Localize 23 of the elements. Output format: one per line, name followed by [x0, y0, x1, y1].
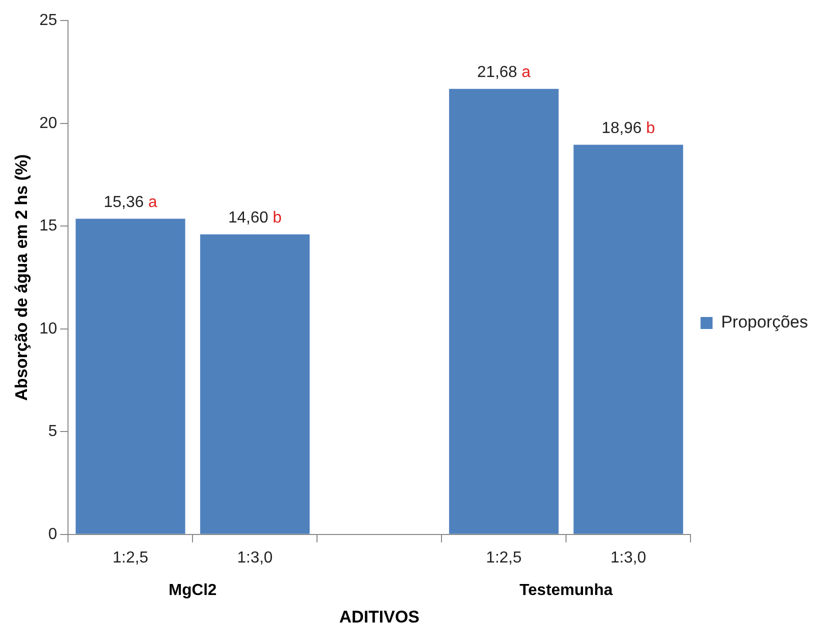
text: Testemunha [520, 582, 613, 599]
bar [76, 218, 186, 534]
bar [574, 144, 684, 534]
y-tick-label: 15 [39, 218, 58, 235]
data-label: 18,96 b [602, 120, 656, 138]
x-tick-label: 1:3,0 [237, 549, 273, 566]
x-tick-label: 1:3,0 [610, 549, 646, 566]
x-tick-label: 1:2,5 [112, 549, 148, 566]
data-label: 14,60 b [228, 210, 282, 227]
legend-label: Proporções [721, 312, 808, 332]
text: MgCl2 [168, 582, 217, 599]
x-tick-label: 1:2,5 [486, 549, 522, 566]
y-tick-label: 25 [39, 12, 58, 30]
y-tick-label: 20 [39, 114, 58, 132]
y-tick-label: 0 [48, 526, 58, 543]
bar [449, 88, 559, 534]
y-tick-label: 10 [39, 320, 58, 338]
y-axis-title: Absorção de água em 2 hs (%) [12, 154, 31, 401]
bar [200, 234, 310, 534]
y-tick-label: 5 [48, 423, 58, 440]
data-label: 21,68 a [477, 64, 531, 82]
x-axis-title: ADITIVOS [339, 607, 420, 626]
data-label: 15,36 a [104, 194, 158, 212]
